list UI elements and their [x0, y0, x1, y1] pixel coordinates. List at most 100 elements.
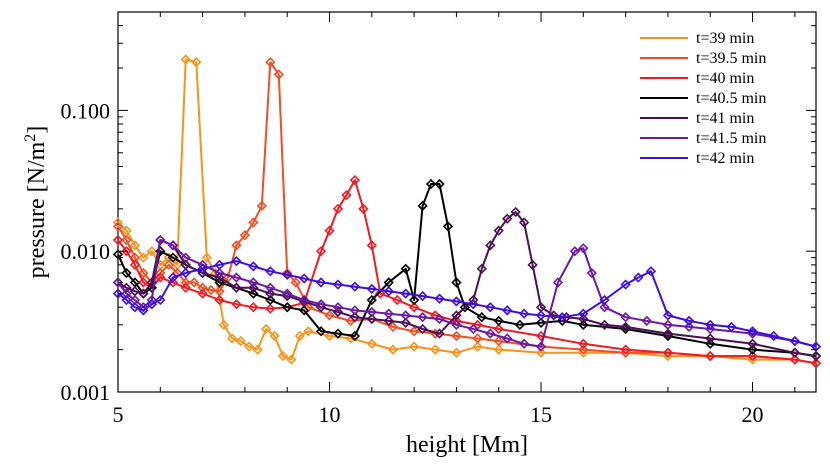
data-point [214, 259, 225, 270]
data-point [332, 279, 344, 290]
data-point [299, 305, 310, 316]
data-point [332, 328, 344, 339]
data-point [620, 312, 631, 323]
data-point [578, 313, 589, 325]
data-point [138, 305, 149, 316]
data-point [518, 308, 530, 319]
legend-label: t=41.5 min [696, 130, 766, 147]
data-point [129, 240, 141, 251]
legend: t=39 min t=39.5 min t=40 min t=40.5 min t=41… [640, 30, 766, 167]
data-point [493, 315, 504, 327]
data-point [265, 282, 276, 293]
data-point [155, 234, 166, 246]
data-point [425, 178, 437, 190]
x-tick-label: 20 [742, 402, 764, 427]
data-point [265, 303, 276, 314]
data-point [180, 54, 191, 65]
data-point [121, 288, 132, 299]
data-point [265, 266, 276, 277]
data-point [218, 319, 229, 330]
data-point [112, 234, 124, 246]
data-point [383, 286, 394, 297]
data-point [705, 350, 716, 362]
data-point [493, 323, 504, 335]
data-point [146, 299, 157, 310]
data-point [273, 69, 284, 80]
data-point [163, 259, 174, 270]
data-point [277, 350, 289, 362]
data-point [282, 267, 293, 279]
data-point [290, 277, 301, 288]
data-point [366, 313, 377, 325]
y-tick-label: 0.100 [61, 98, 111, 123]
data-point [341, 190, 352, 201]
data-point [121, 267, 132, 279]
data-point [121, 294, 132, 306]
data-point [349, 330, 361, 342]
data-point [112, 277, 124, 288]
data-point [705, 338, 716, 349]
data-point [451, 319, 462, 330]
data-point [747, 338, 758, 349]
data-point [662, 328, 674, 339]
data-point [197, 288, 208, 299]
data-point [248, 217, 259, 228]
data-point [552, 277, 564, 288]
data-point [434, 178, 445, 190]
data-point [400, 288, 411, 299]
data-point [705, 333, 716, 344]
data-point [599, 319, 610, 330]
data-point [167, 272, 179, 283]
data-point [260, 323, 272, 335]
data-point [578, 338, 589, 349]
data-point [269, 330, 280, 342]
data-point [299, 294, 310, 306]
plot-area [112, 11, 822, 393]
data-point [138, 288, 149, 299]
data-point [768, 330, 779, 342]
data-point [472, 333, 483, 344]
data-point [138, 277, 149, 288]
data-point [789, 347, 800, 358]
data-point [332, 302, 344, 313]
data-point [112, 288, 124, 299]
legend-label: t=41 min [696, 110, 754, 127]
data-point [417, 290, 428, 302]
data-point [408, 341, 420, 352]
data-point [810, 341, 822, 352]
data-point [633, 272, 644, 283]
data-point [620, 321, 631, 333]
data-point [387, 321, 399, 333]
data-point [548, 310, 559, 321]
data-point [214, 277, 225, 288]
data-point [332, 203, 344, 214]
data-point [476, 312, 487, 323]
data-point [282, 269, 293, 280]
y-tick-label: 0.001 [61, 380, 111, 405]
x-tick-label: 15 [530, 402, 552, 427]
data-point [468, 323, 479, 335]
data-point [358, 203, 369, 214]
data-point [599, 302, 610, 313]
series-6 [112, 256, 822, 352]
x-tick-label: 10 [319, 402, 341, 427]
data-point [683, 321, 695, 333]
series-line [117, 239, 817, 348]
data-point [586, 267, 597, 279]
data-point [810, 358, 822, 369]
series-5 [112, 234, 822, 352]
data-point [231, 272, 242, 283]
series-line [117, 260, 817, 348]
legend-label: t=42 min [696, 150, 754, 167]
data-point [197, 263, 208, 274]
data-point [231, 282, 242, 293]
data-point [282, 288, 293, 299]
data-point [527, 259, 538, 270]
data-point [366, 306, 377, 318]
data-point [167, 252, 179, 263]
data-point [349, 312, 361, 323]
data-point [286, 354, 297, 365]
data-point [493, 335, 504, 347]
legend-label: t=39.5 min [696, 50, 766, 67]
